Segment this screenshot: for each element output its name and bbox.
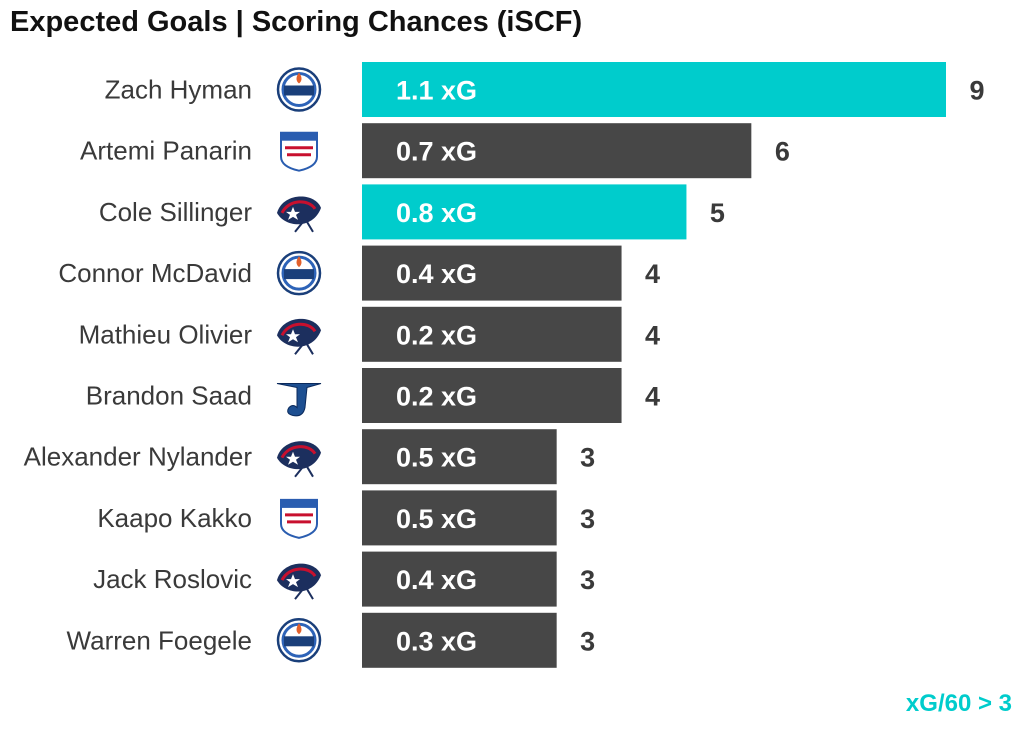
scoring-chances-value-label: 3	[580, 626, 595, 656]
bar	[362, 429, 557, 485]
player-name-label: Brandon Saad	[86, 381, 252, 411]
scoring-chances-value-label: 5	[710, 198, 725, 228]
bar-row: Kaapo Kakko 0.5 xG 3	[97, 490, 595, 546]
rangers-logo-icon	[280, 498, 318, 539]
bar-row: Cole Sillinger 0.8 xG 5	[99, 184, 725, 240]
bar	[362, 490, 557, 546]
scoring-chances-value-label: 6	[775, 137, 790, 167]
oilers-logo-icon	[276, 250, 322, 296]
bar	[362, 551, 557, 607]
scoring-chances-value-label: 4	[645, 382, 660, 412]
blue-jackets-logo-icon	[277, 318, 321, 355]
blue-jackets-logo-icon	[277, 563, 321, 600]
xg-data-label: 0.5 xG	[396, 504, 477, 534]
scoring-chances-value-label: 4	[645, 320, 660, 350]
bar	[362, 245, 622, 301]
player-name-label: Alexander Nylander	[24, 442, 253, 472]
bar-row: Zach Hyman 1.1 xG 9	[105, 62, 985, 117]
oilers-logo-icon	[276, 67, 322, 112]
scoring-chances-value-label: 4	[645, 259, 660, 289]
bar	[362, 306, 622, 362]
player-name-label: Cole Sillinger	[99, 197, 253, 227]
bar	[362, 123, 752, 179]
footnote-filter: xG/60 > 3	[905, 690, 1012, 717]
bar	[362, 368, 622, 423]
xg-data-label: 0.7 xG	[396, 137, 477, 167]
scoring-chances-value-label: 3	[580, 504, 595, 534]
blue-jackets-logo-icon	[277, 196, 321, 233]
xg-data-label: 0.4 xG	[396, 565, 477, 595]
xg-data-label: 0.4 xG	[396, 259, 477, 289]
oilers-logo-icon	[276, 618, 322, 663]
rangers-logo-icon	[280, 131, 318, 172]
xg-data-label: 1.1 xG	[396, 76, 477, 106]
blues-logo-icon	[276, 383, 322, 417]
scoring-chances-value-label: 3	[580, 443, 595, 473]
player-name-label: Kaapo Kakko	[97, 503, 252, 533]
bar	[362, 62, 946, 117]
bar-row: Warren Foegele 0.3 xG 3	[67, 612, 595, 668]
bar-row: Mathieu Olivier 0.2 xG 4	[79, 306, 660, 362]
player-name-label: Mathieu Olivier	[79, 319, 253, 349]
bar-row: Alexander Nylander 0.5 xG 3	[24, 429, 595, 485]
bar	[362, 184, 687, 240]
scoring-chances-value-label: 3	[580, 565, 595, 595]
scoring-chances-value-label: 9	[969, 76, 984, 106]
xg-data-label: 0.8 xG	[396, 198, 477, 228]
bar	[362, 612, 557, 668]
player-name-label: Zach Hyman	[105, 75, 252, 105]
player-name-label: Warren Foegele	[67, 625, 252, 655]
xg-data-label: 0.5 xG	[396, 443, 477, 473]
player-name-label: Jack Roslovic	[93, 564, 252, 594]
xg-data-label: 0.2 xG	[396, 382, 477, 412]
xg-data-label: 0.2 xG	[396, 320, 477, 350]
xg-data-label: 0.3 xG	[396, 626, 477, 656]
bar-row: Connor McDavid 0.4 xG 4	[58, 245, 660, 301]
player-name-label: Connor McDavid	[58, 258, 252, 288]
bar-row: Artemi Panarin 0.7 xG 6	[80, 123, 790, 179]
chart-title: Expected Goals | Scoring Chances (iSCF)	[10, 6, 583, 38]
bar-row: Jack Roslovic 0.4 xG 3	[93, 551, 595, 607]
bar-row: Brandon Saad 0.2 xG 4	[86, 368, 660, 423]
player-name-label: Artemi Panarin	[80, 136, 252, 166]
blue-jackets-logo-icon	[277, 441, 321, 478]
